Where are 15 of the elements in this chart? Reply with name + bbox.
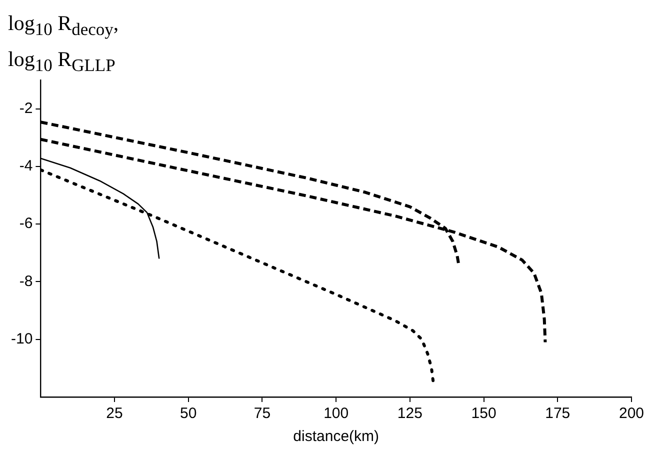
y-tick-label: -6 xyxy=(19,215,33,232)
x-tick-label: 150 xyxy=(471,405,496,422)
x-tick-label: 50 xyxy=(180,405,197,422)
x-tick-label: 100 xyxy=(324,405,349,422)
y-tick-label: -8 xyxy=(19,272,33,290)
y-tick-label: -2 xyxy=(19,100,33,117)
y-tick-label: -4 xyxy=(19,158,33,175)
x-tick-label: 175 xyxy=(545,405,570,422)
x-tick-label: 200 xyxy=(618,405,644,422)
x-tick-label: 75 xyxy=(254,405,271,422)
y-tick-label: -10 xyxy=(10,330,33,348)
x-tick-label: 125 xyxy=(397,405,422,422)
x-axis-title: distance(km) xyxy=(293,428,380,446)
text: log$_{10}$ R$_{decoy}$, log$_{10}$ R$_{GLLP}$ xyxy=(8,11,119,76)
x-tick-label: 25 xyxy=(106,405,123,422)
